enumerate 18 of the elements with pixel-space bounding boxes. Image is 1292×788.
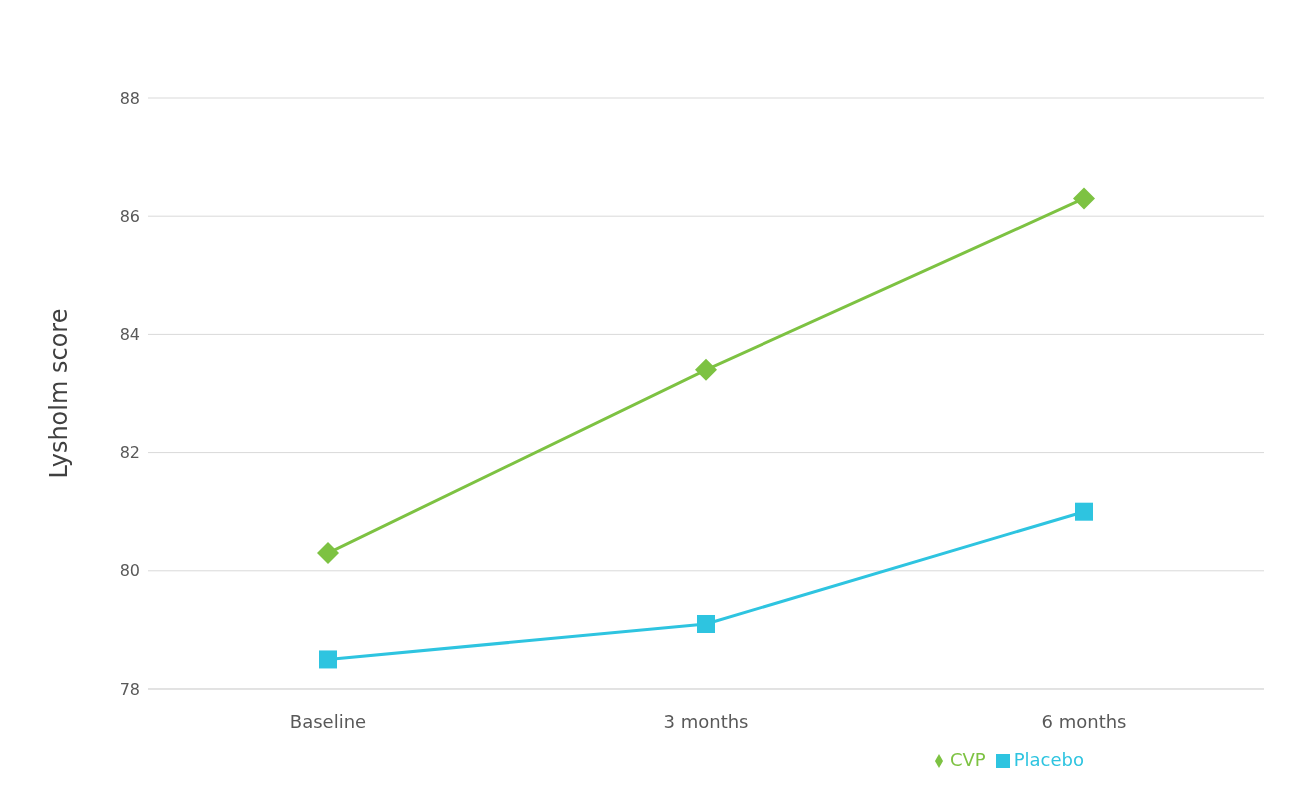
point [317, 542, 339, 565]
x-tick-label: 3 months [663, 710, 749, 732]
y-tick-label: 84 [119, 325, 140, 345]
x-tick-label: Baseline [289, 710, 367, 732]
y-tick-label: 88 [119, 88, 140, 108]
y-tick-label: 82 [119, 443, 140, 463]
legend-label: CVP [949, 749, 986, 770]
y-tick-label: 78 [119, 679, 140, 699]
y-axis-title: Lysholm score [44, 308, 73, 479]
point [319, 650, 337, 669]
point [695, 358, 717, 381]
x-tick-label: 6 months [1041, 710, 1127, 732]
y-tick-label: 80 [119, 561, 140, 581]
y-tick-label: 86 [119, 206, 140, 226]
point [1075, 502, 1093, 521]
point [1073, 187, 1095, 210]
point [697, 614, 715, 633]
legend-label: Placebo [1013, 749, 1084, 770]
